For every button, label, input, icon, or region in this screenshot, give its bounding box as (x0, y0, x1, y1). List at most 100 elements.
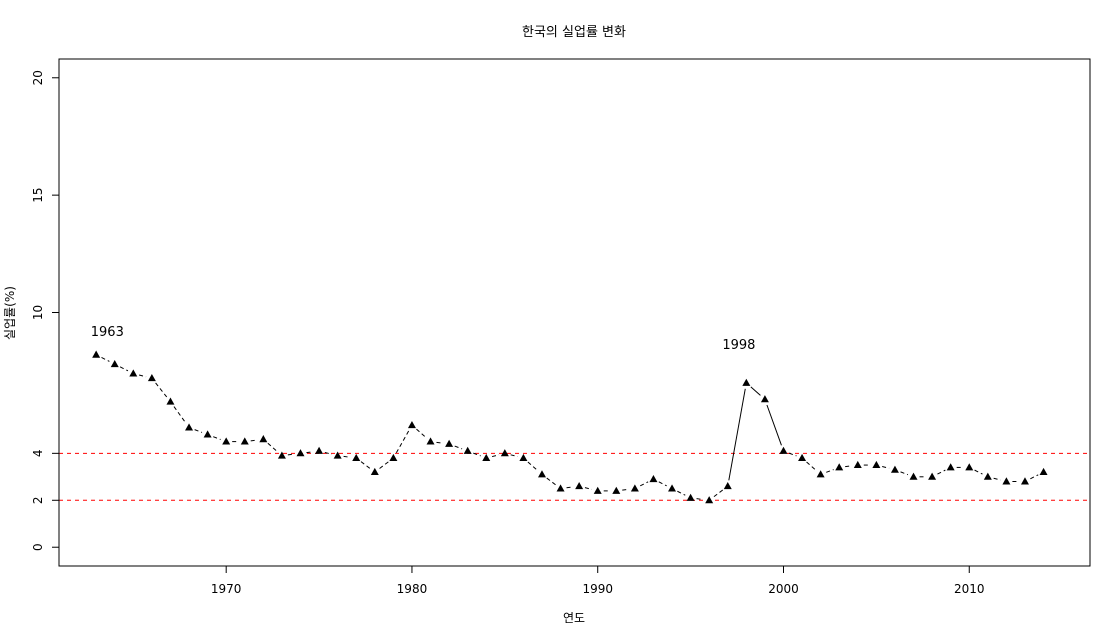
data-point (1039, 467, 1048, 476)
series-line (101, 357, 1039, 501)
series-segment (343, 455, 351, 458)
data-point (853, 460, 862, 469)
data-point (872, 460, 881, 469)
series-segment (267, 442, 278, 453)
series-segment (546, 477, 557, 486)
data-point (463, 446, 472, 454)
y-tick-label: 0 (31, 543, 45, 551)
series-segment (395, 430, 410, 454)
series-segment (566, 486, 574, 489)
series-segment (658, 481, 667, 487)
series-segment (713, 489, 724, 498)
series-segment (584, 487, 593, 490)
series-segment (640, 481, 649, 487)
data-point (575, 481, 584, 490)
data-point (816, 470, 825, 478)
series-segment (937, 469, 946, 475)
series-segment (527, 461, 538, 471)
series-segment (1030, 474, 1039, 480)
data-point (407, 420, 416, 429)
y-tick-label: 15 (31, 187, 45, 202)
series-segment (306, 451, 314, 454)
data-point (166, 397, 175, 405)
data-point (259, 435, 268, 443)
series-segment (173, 406, 186, 423)
x-tick-label: 2000 (768, 582, 799, 596)
series-segment (416, 428, 427, 438)
x-tick-label: 2010 (954, 582, 985, 596)
data-point (519, 453, 528, 461)
data-point (1002, 477, 1011, 485)
series-segment (622, 488, 629, 491)
series-segment (728, 388, 746, 481)
data-point (1020, 477, 1029, 485)
data-point (909, 472, 918, 480)
series-segment (882, 466, 890, 469)
data-point (129, 369, 138, 377)
series-segment (974, 469, 983, 475)
series-segment (287, 453, 295, 456)
y-tick-label: 2 (31, 496, 45, 504)
data-point (333, 451, 342, 459)
series-segment (491, 454, 500, 458)
data-point (686, 493, 695, 501)
y-tick-label: 4 (31, 450, 45, 458)
data-point (946, 463, 955, 471)
x-tick-label: 1970 (211, 582, 242, 596)
series-segment (194, 429, 203, 433)
series-segment (155, 382, 168, 398)
data-point (222, 437, 231, 445)
data-point (315, 446, 324, 454)
series-segment (806, 461, 817, 471)
plot-area-border (58, 58, 1091, 567)
series-segment (993, 477, 1001, 481)
series-segment (766, 404, 782, 446)
data-point (965, 463, 974, 471)
y-axis-label: 실업률(%) (3, 286, 17, 340)
series-segment (436, 441, 444, 444)
data-point (983, 472, 992, 480)
data-point (110, 359, 119, 368)
data-point (240, 437, 249, 445)
series-segment (750, 386, 761, 396)
annotation-label: 1963 (91, 325, 124, 340)
x-tick-label: 1980 (397, 582, 428, 596)
data-point (593, 486, 602, 494)
data-point (445, 439, 454, 447)
data-point (928, 472, 937, 480)
data-point (760, 395, 769, 403)
data-point (798, 453, 807, 461)
series-segment (379, 461, 389, 469)
data-point (370, 467, 379, 476)
data-point (556, 484, 565, 492)
x-axis: 1970 1980 1990 2000 2010 (211, 565, 985, 596)
data-point (147, 374, 156, 382)
data-point (630, 484, 639, 492)
series-segment (473, 452, 481, 457)
data-point (500, 449, 509, 457)
series-segment (250, 439, 258, 442)
data-point (890, 465, 899, 473)
data-point (203, 430, 212, 438)
annotation-label: 1998 (722, 338, 755, 353)
series-segment (101, 357, 110, 362)
series-segment (454, 445, 463, 450)
data-point (835, 463, 844, 471)
data-point (352, 453, 361, 461)
x-axis-label: 연도 (563, 611, 585, 625)
x-tick-label: 1990 (582, 582, 613, 596)
data-point (668, 484, 677, 492)
data-point (296, 449, 305, 457)
data-point (92, 350, 101, 358)
series-markers (92, 350, 1048, 504)
series-segment (139, 374, 147, 378)
series-segment (696, 498, 704, 501)
series-segment (826, 469, 834, 473)
data-point (705, 496, 714, 504)
data-point (723, 481, 732, 490)
annotations: 1963 1998 (91, 325, 756, 353)
data-point (742, 378, 751, 386)
series-segment (677, 490, 686, 496)
data-point (612, 486, 621, 494)
